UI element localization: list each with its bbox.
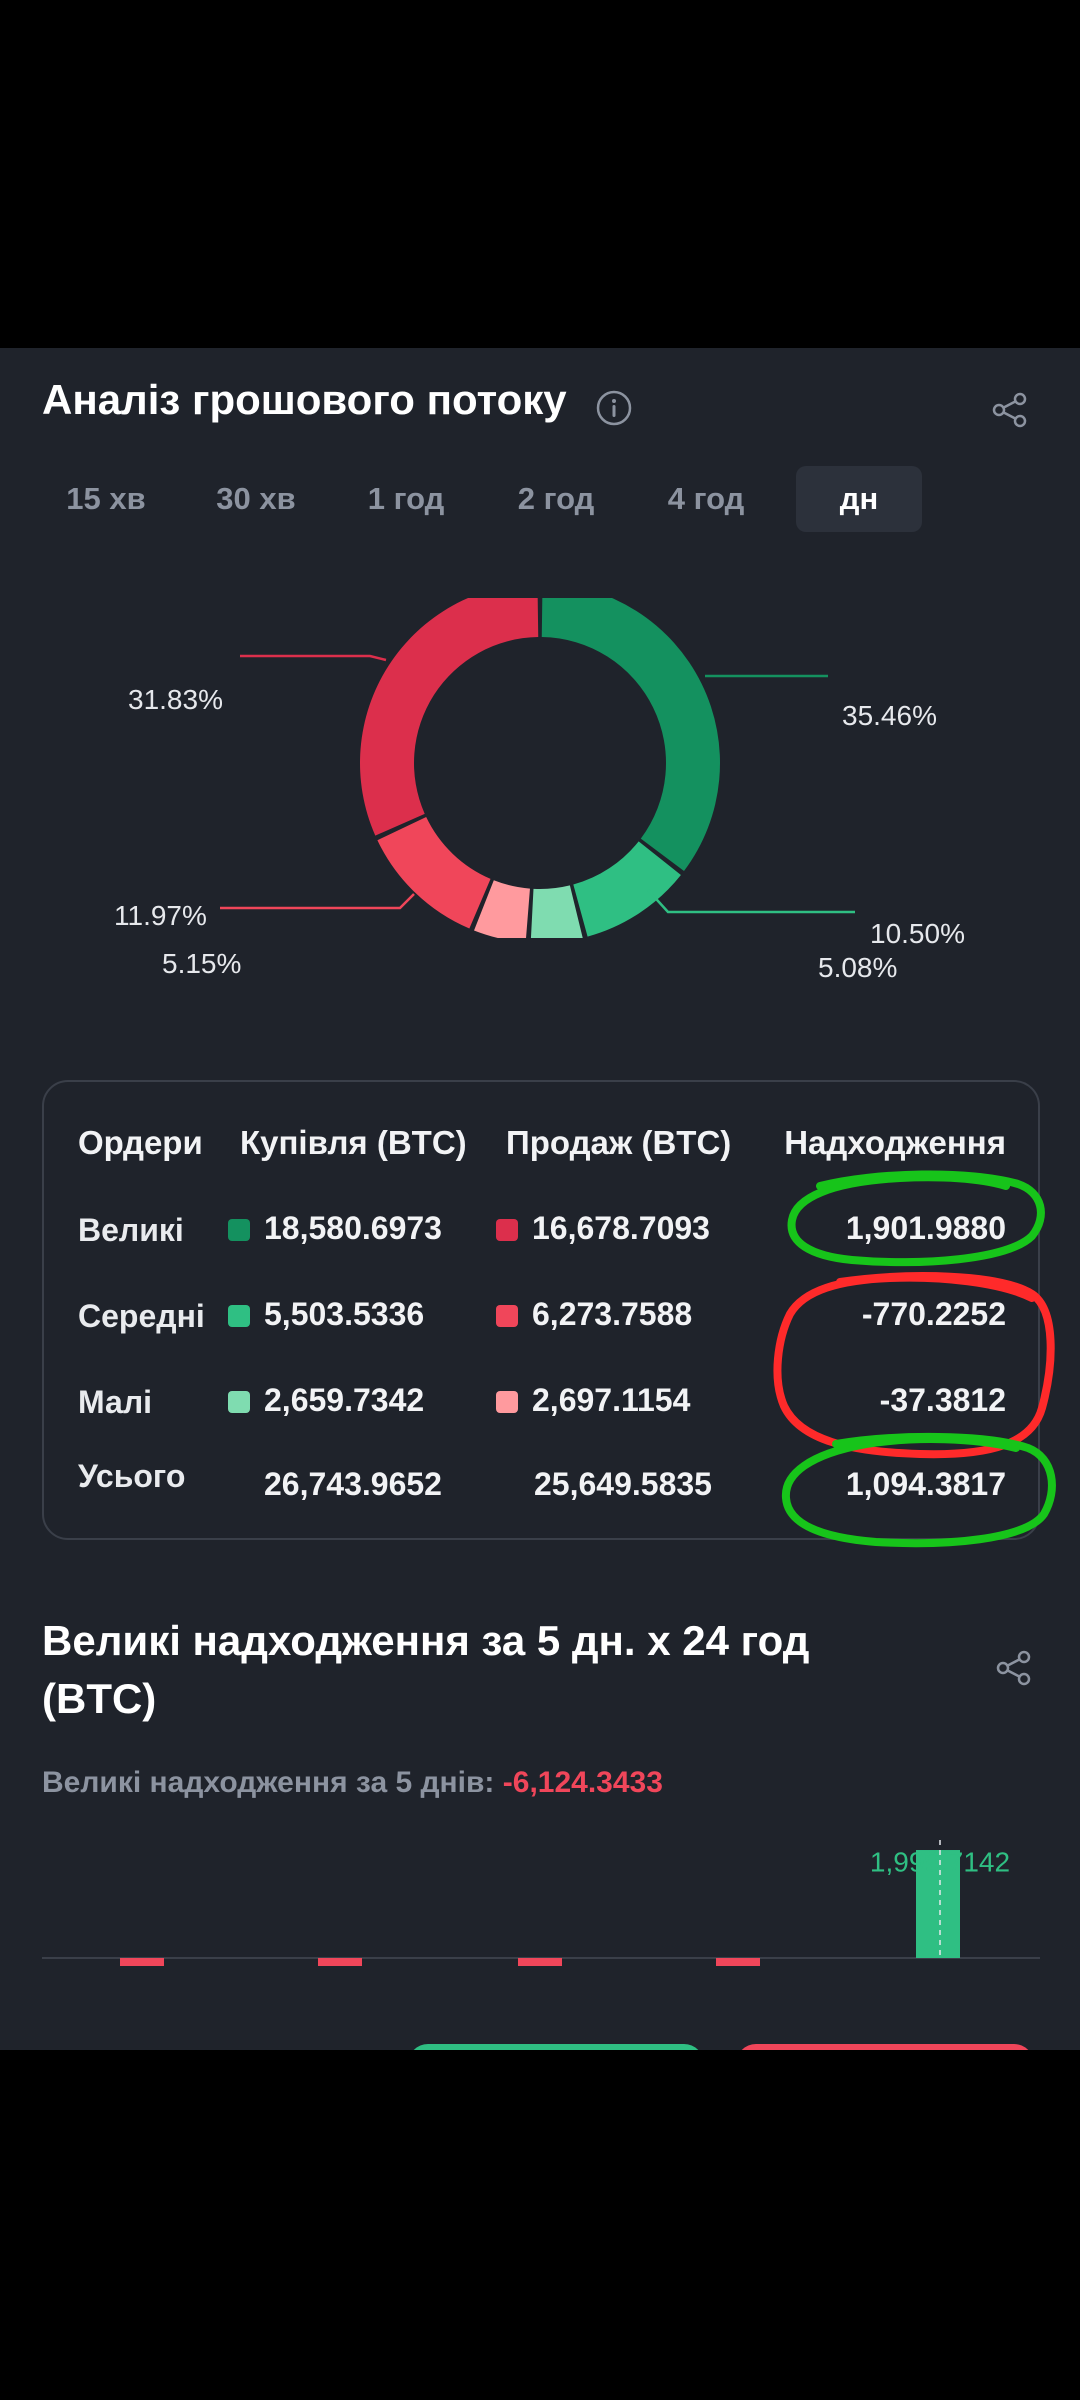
- donut-slice-large-sell: [359, 583, 539, 836]
- sell-filter-pill[interactable]: [736, 2044, 1034, 2050]
- tab-2h[interactable]: 2 год: [517, 481, 595, 516]
- buy-cell-large: 18,580.6973: [228, 1210, 442, 1247]
- donut-label-large-buy: 35.46%: [842, 700, 937, 731]
- donut-slice-small-buy: [530, 885, 583, 943]
- summary-label: Великі надходження за 5 днів:: [42, 1766, 495, 1799]
- sell-cell-total: 25,649.5835: [534, 1466, 712, 1502]
- tab-4h[interactable]: 4 год: [667, 481, 745, 516]
- sell-cell-small: 2,697.1154: [496, 1382, 690, 1419]
- sell-swatch: [496, 1305, 518, 1327]
- buy-swatch: [228, 1305, 250, 1327]
- donut-label-medium-sell: 11.97%: [114, 900, 207, 931]
- donut-label-large-sell: 31.83%: [128, 684, 223, 715]
- five-day-inflow-summary: Великі надходження за 5 днів: -6,124.343…: [42, 1766, 663, 1800]
- col-header-orders: Ордери: [78, 1124, 203, 1161]
- buy-value: 5,503.5336: [264, 1296, 425, 1332]
- buy-cell-total: 26,743.9652: [264, 1466, 442, 1502]
- tab-1h[interactable]: 1 год: [367, 481, 445, 516]
- summary-value: -6,124.3433: [502, 1766, 663, 1799]
- share-icon[interactable]: [990, 390, 1030, 430]
- donut-label-medium-buy: 10.50%: [870, 918, 965, 949]
- donut-label-small-sell: 5.15%: [162, 948, 242, 979]
- money-flow-donut: 35.46% 10.50% 5.08% 5.15% 11.97% 31.83%: [0, 583, 1080, 983]
- sell-swatch: [496, 1391, 518, 1413]
- buy-swatch: [228, 1391, 250, 1413]
- buy-value: 18,580.6973: [264, 1210, 442, 1246]
- bar-data-label: 1,999.7142: [870, 1847, 1010, 1878]
- sell-swatch: [496, 1219, 518, 1241]
- row-label-large: Великі: [78, 1212, 184, 1248]
- bar-chart-svg: 1,999.7142: [42, 1840, 1040, 1966]
- buy-cell-medium: 5,503.5336: [228, 1296, 424, 1333]
- row-label-small: Малі: [78, 1384, 153, 1420]
- col-header-buy: Купівля (BTC): [240, 1124, 467, 1161]
- buy-filter-pill[interactable]: [408, 2044, 704, 2050]
- section-title-large-inflow: Великі надходження за 5 дн. x 24 год (BT…: [42, 1617, 810, 1722]
- tab-day[interactable]: дн: [796, 466, 922, 532]
- bar-1: [318, 1958, 362, 1966]
- net-cell-small: -37.3812: [879, 1382, 1006, 1418]
- row-label-medium: Середні: [78, 1298, 205, 1334]
- sell-value: 6,273.7588: [532, 1296, 693, 1332]
- donut-leader-line: [240, 654, 387, 662]
- col-header-sell: Продаж (BTC): [506, 1124, 732, 1161]
- tab-15m[interactable]: 15 хв: [66, 481, 146, 516]
- col-header-net: Надходження: [784, 1124, 1006, 1161]
- sell-cell-medium: 6,273.7588: [496, 1296, 692, 1333]
- donut-slice-large-buy: [541, 583, 721, 871]
- bar-4: [916, 1850, 960, 1958]
- sell-value: 16,678.7093: [532, 1210, 710, 1246]
- bar-2: [518, 1958, 562, 1966]
- net-cell-medium: -770.2252: [861, 1296, 1006, 1332]
- buy-value: 2,659.7342: [264, 1382, 425, 1418]
- bar-0: [120, 1958, 164, 1966]
- row-label-total: Усього: [78, 1458, 186, 1494]
- large-inflow-bar-chart: 1,999.7142: [42, 1838, 1040, 2038]
- sell-cell-large: 16,678.7093: [496, 1210, 710, 1247]
- money-flow-screen: Аналіз грошового потоку 15 хв 30 хв 1 го…: [0, 348, 1080, 2050]
- bar-3: [716, 1958, 760, 1966]
- donut-leader-line: [647, 889, 855, 914]
- info-icon[interactable]: [596, 390, 632, 426]
- donut-leader-line: [220, 893, 415, 910]
- net-cell-large: 1,901.9880: [845, 1210, 1006, 1246]
- donut-slice-small-sell: [474, 880, 530, 943]
- buy-cell-small: 2,659.7342: [228, 1382, 424, 1419]
- orders-table: Ордери Купівля (BTC) Продаж (BTC) Надход…: [42, 1080, 1040, 1540]
- donut-label-small-buy: 5.08%: [818, 952, 898, 983]
- buy-swatch: [228, 1219, 250, 1241]
- net-cell-total: 1,094.3817: [845, 1466, 1006, 1502]
- donut-svg: [220, 583, 855, 950]
- tab-30m[interactable]: 30 хв: [216, 481, 296, 516]
- donut-slice-medium-sell: [377, 817, 491, 929]
- page-title: Аналіз грошового потоку: [42, 376, 567, 423]
- share-icon[interactable]: [994, 1648, 1034, 1688]
- donut-slice-medium-buy: [573, 841, 681, 937]
- sell-value: 2,697.1154: [532, 1382, 691, 1418]
